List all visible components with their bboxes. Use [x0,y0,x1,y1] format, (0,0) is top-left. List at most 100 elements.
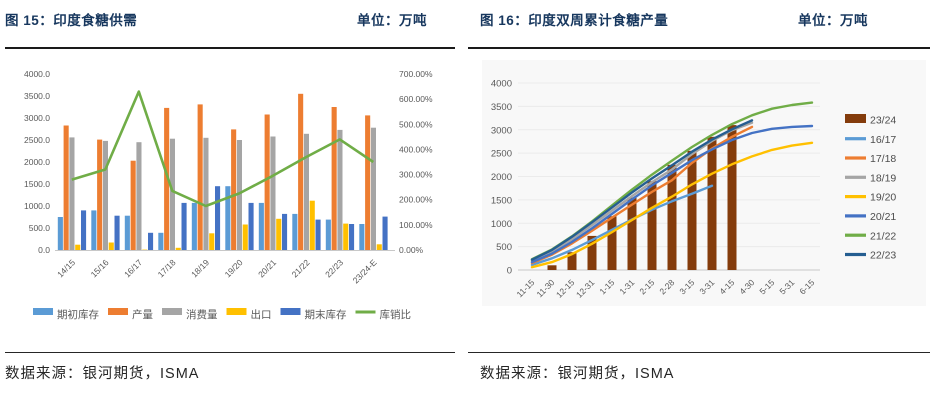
bar-出口-22/23 [343,223,349,250]
legend-label: 19/20 [870,192,896,204]
bar-出口-14/15 [75,244,81,250]
legend-swatch [280,308,301,315]
legend-item-23/24: 23/24 [845,114,896,127]
x-axis-label: 21/22 [290,257,312,279]
y-axis-label: 500 [496,242,512,253]
bar-消费量-17/18 [169,138,175,250]
legend-label: 期初库存 [57,308,99,321]
right-header: 图 16：印度双周累计食糖产量 单位：万吨 [480,9,868,29]
bar-期初库存-17/18 [158,232,164,250]
legend-item-出口: 出口 [226,308,272,321]
left-panel: 图 15：印度食糖供需 单位：万吨 0.0 500.0 1000.0 1500.0 20… [5,0,455,403]
left-header: 图 15：印度食糖供需 单位：万吨 [5,9,427,29]
bar-消费量-22/23 [337,129,343,250]
bar-产量-20/21 [264,114,270,250]
legend-label: 库销比 [380,308,412,321]
legend-label: 17/18 [870,153,896,165]
x-axis-label: 15/16 [89,257,111,279]
right-chart-unit: 单位：万吨 [798,13,868,28]
legend-item-期初库存: 期初库存 [33,308,99,321]
y-axis-left-label: 1500.0 [24,179,50,189]
legend-item-21/22: 21/22 [845,230,896,242]
line-20/21 [530,124,814,264]
legend-label: 期末库存 [305,308,347,321]
legend-swatch [162,308,182,315]
legend-swatch [845,214,866,218]
y-axis-left-label: 3500.0 [24,91,50,101]
legend-label: 产量 [132,308,153,321]
legend-label: 21/22 [870,230,896,242]
bar-期初库存-20/21 [258,202,264,250]
y-axis-right-label: 500.00% [399,119,433,129]
bar-23/24-4-15 [727,125,737,270]
x-axis-label: 18/19 [189,257,211,279]
right-title-divider [468,47,930,49]
bar-期末库存-19/20 [248,202,254,250]
bar-期末库存-16/17 [148,232,154,250]
bar-23/24-12-31 [587,235,597,270]
legend-item-消费量: 消费量 [162,308,218,321]
bar-消费量-14/15 [69,137,75,250]
legend-item-19/20: 19/20 [845,192,896,204]
bar-消费量-23/24-E [370,127,376,250]
plot-backdrop [482,60,926,306]
x-axis-label: 20/21 [256,257,278,279]
bar-产量-18/19 [197,104,203,251]
bar-期初库存-21/22 [292,213,298,250]
bar-消费量-20/21 [270,136,276,250]
supply-demand-chart: 0.0 500.0 1000.0 1500.0 2000.0 2500.0 3000.0 35… [24,69,433,321]
x-axis-label: 19/20 [223,257,245,279]
bar-产量-15/16 [97,139,103,250]
y-axis-right-label: 700.00% [399,69,433,79]
y-axis-label: 3500 [491,102,512,113]
y-axis-left-label: 2000.0 [24,157,50,167]
bar-23/24-2-28 [667,164,677,270]
legend-swatch [845,156,866,160]
x-axis-label: 23/24-E [351,257,379,285]
right-panel: 图 16：印度双周累计食糖产量 单位：万吨 0 500 1000 1500 2000 25… [468,0,930,403]
bar-产量-23/24-E [365,115,371,251]
legend-label: 22/23 [870,250,896,262]
y-axis-right-label: 600.00% [399,94,433,104]
x-axis-label: 16/17 [122,257,144,279]
left-chart-title: 图 15：印度食糖供需 [5,13,138,28]
legend-swatch [355,310,376,314]
legend-label: 消费量 [186,308,218,321]
bar-期初库存-19/20 [225,186,231,250]
legend-label: 18/19 [870,172,896,184]
bar-23/24-3-31 [707,136,717,270]
bar-期初库存-15/16 [91,210,97,250]
bar-消费量-19/20 [236,140,242,250]
y-axis-left-label: 4000.0 [24,69,50,79]
bar-期初库存-16/17 [124,215,130,250]
legend-item-期末库存: 期末库存 [280,308,347,321]
bar-期初库存-23/24-E [359,224,365,250]
bar-出口-23/24-E [376,244,382,250]
bar-23/24-1-15 [607,216,617,270]
legend-item-22/23: 22/23 [845,250,896,262]
bar-消费量-16/17 [136,142,142,250]
y-axis-label: 4000 [491,79,512,90]
bar-期末库存-15/16 [114,215,120,250]
bar-产量-19/20 [231,129,237,250]
legend-item-17/18: 17/18 [845,153,896,165]
left-source-divider [5,352,455,353]
legend-swatch [845,233,866,237]
legend-swatch [845,252,866,257]
legend-label: 16/17 [870,134,896,146]
legend-swatch [33,308,53,315]
line-22/23 [530,119,754,261]
bar-期末库存-17/18 [181,202,187,250]
right-source-divider [468,352,930,353]
bar-产量-22/23 [331,107,337,250]
bar-23/24-11-30 [547,265,557,270]
bar-出口-21/22 [309,200,315,250]
y-axis-left-label: 1000.0 [24,201,50,211]
x-axis-label: 22/23 [323,257,345,279]
legend-label: 20/21 [870,211,896,223]
x-axis-label: 14/15 [55,257,77,279]
bar-产量-14/15 [63,125,69,250]
bar-消费量-21/22 [303,133,309,250]
bar-消费量-18/19 [203,137,209,250]
legend-swatch [845,195,866,199]
